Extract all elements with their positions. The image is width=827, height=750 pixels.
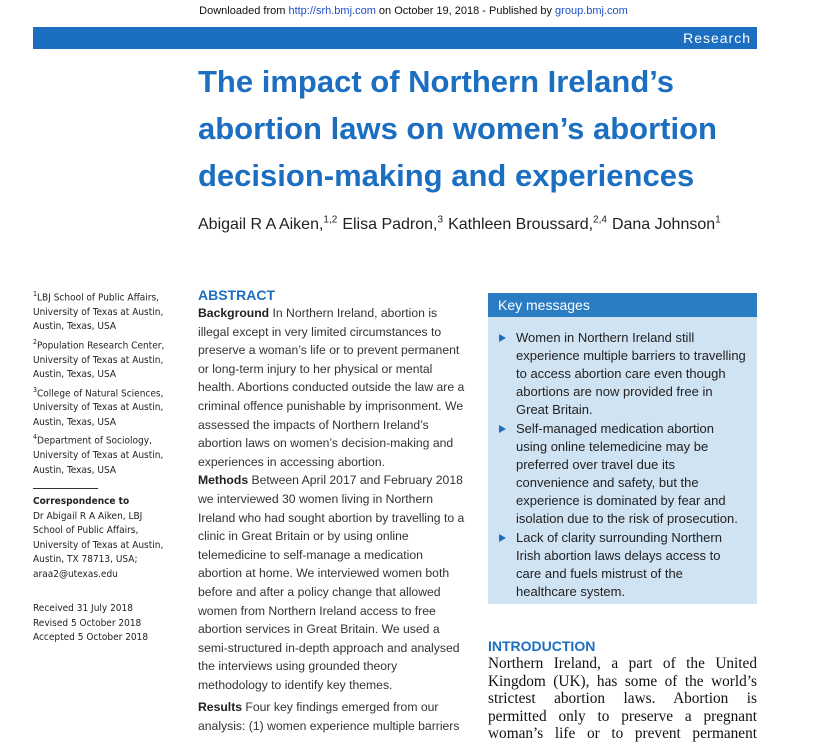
author: Kathleen Broussard,2,4 (448, 215, 607, 234)
introduction: INTRODUCTION Northern Ireland, a part of… (488, 637, 757, 743)
author-affil: 3 (437, 215, 444, 226)
key-messages: Key messages Women in Northern Ireland s… (488, 293, 757, 604)
abstract-text: In Northern Ireland, abortion is illegal… (198, 306, 465, 469)
introduction-text: Northern Ireland, a part of the United K… (488, 655, 757, 742)
affiliation: 3College of Natural Sciences, University… (33, 383, 173, 431)
key-message-text: Self-managed medication abortion using o… (516, 421, 738, 526)
key-messages-list: Women in Northern Ireland still experien… (488, 329, 757, 601)
article-title: The impact of Northern Ireland’s abortio… (198, 64, 717, 193)
abstract-label: Results (198, 700, 243, 715)
affiliation-text: Department of Sociology, University of T… (33, 435, 164, 476)
author: Dana Johnson1 (611, 215, 721, 234)
affiliation: 1LBJ School of Public Affairs, Universit… (33, 287, 173, 335)
author-name: Elisa Padron, (342, 216, 438, 234)
abstract-text: Between April 2017 and February 2018 we … (198, 473, 465, 692)
authors: Abigail R A Aiken,1,2 Elisa Padron,3 Kathl… (198, 215, 721, 234)
sidebar: 1LBJ School of Public Affairs, Universit… (33, 287, 173, 646)
affiliation-text: College of Natural Sciences, University … (33, 387, 164, 428)
section-label: Research (683, 30, 751, 46)
date: Accepted 5 October 2018 (33, 632, 149, 644)
author-affil: 2,4 (593, 215, 607, 226)
download-url[interactable]: http://srh.bmj.com (288, 5, 376, 17)
download-middle: on October 19, 2018 - Published by (375, 5, 556, 17)
correspondence-text: Dr Abigail R A Aiken, LBJ School of Publ… (33, 510, 164, 580)
abstract-label: Methods (198, 473, 249, 488)
download-prefix: Downloaded from (199, 5, 289, 17)
section-bar: Research (33, 27, 757, 49)
author-name: Abigail R A Aiken, (198, 216, 324, 234)
download-bar: Downloaded from http://srh.bmj.com on Oc… (0, 5, 827, 17)
bullet-arrow (499, 534, 506, 542)
affiliation-number: 2 (33, 337, 38, 346)
abstract-label: Background (198, 306, 270, 320)
affiliation: 2Population Research Center, University … (33, 335, 173, 383)
abstract-text: Four key findings emerged from our analy… (198, 700, 460, 734)
bullet-arrow (499, 425, 506, 433)
author: Elisa Padron,3 (342, 215, 444, 234)
introduction-heading: INTRODUCTION (488, 638, 596, 654)
affiliation-number: 1 (33, 290, 38, 298)
affiliation-text: Population Research Center, University o… (33, 340, 165, 381)
date: Received 31 July 2018 (33, 603, 133, 615)
author-affil: 1,2 (323, 215, 338, 226)
bullet-arrow (499, 334, 506, 342)
key-message: Women in Northern Ireland still experien… (499, 329, 747, 419)
author-name: Kathleen Broussard, (448, 216, 594, 234)
affiliation-number: 4 (33, 433, 38, 442)
abstract-paragraph: Methods Between April 2017 and February … (198, 471, 466, 694)
abstract-body: Background In Northern Ireland, abortion… (198, 304, 466, 736)
key-message-text: Lack of clarity surrounding Northern Iri… (516, 530, 722, 599)
affiliation-text: LBJ School of Public Affairs, University… (33, 292, 164, 333)
abstract-paragraph: Results Four key findings emerged from o… (198, 698, 466, 735)
key-message: Self-managed medication abortion using o… (499, 420, 747, 528)
affiliation-number: 3 (33, 385, 38, 394)
abstract: ABSTRACT Background In Northern Ireland,… (198, 286, 466, 736)
date: Revised 5 October 2018 (33, 617, 142, 629)
author-name: Dana Johnson (611, 216, 716, 234)
key-message-text: Women in Northern Ireland still experien… (516, 330, 746, 417)
affiliations: 1LBJ School of Public Affairs, Universit… (33, 287, 173, 478)
separator (33, 488, 98, 490)
affiliation: 4Department of Sociology, University of … (33, 430, 173, 478)
dates: Received 31 July 2018 Revised 5 October 2… (33, 602, 173, 646)
key-messages-heading: Key messages (488, 293, 757, 317)
author: Abigail R A Aiken,1,2 (198, 215, 338, 234)
abstract-paragraph: Background In Northern Ireland, abortion… (198, 304, 466, 471)
correspondence-heading: Correspondence to (33, 496, 130, 508)
abstract-heading: ABSTRACT (198, 287, 275, 303)
publisher-link[interactable]: group.bmj.com (555, 5, 628, 17)
key-message: Lack of clarity surrounding Northern Iri… (499, 529, 747, 601)
author-affil: 1 (715, 215, 721, 226)
